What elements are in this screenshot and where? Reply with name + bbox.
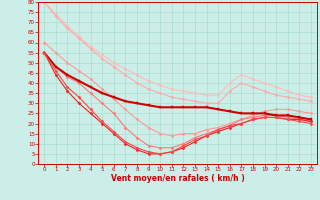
- X-axis label: Vent moyen/en rafales ( km/h ): Vent moyen/en rafales ( km/h ): [111, 174, 244, 183]
